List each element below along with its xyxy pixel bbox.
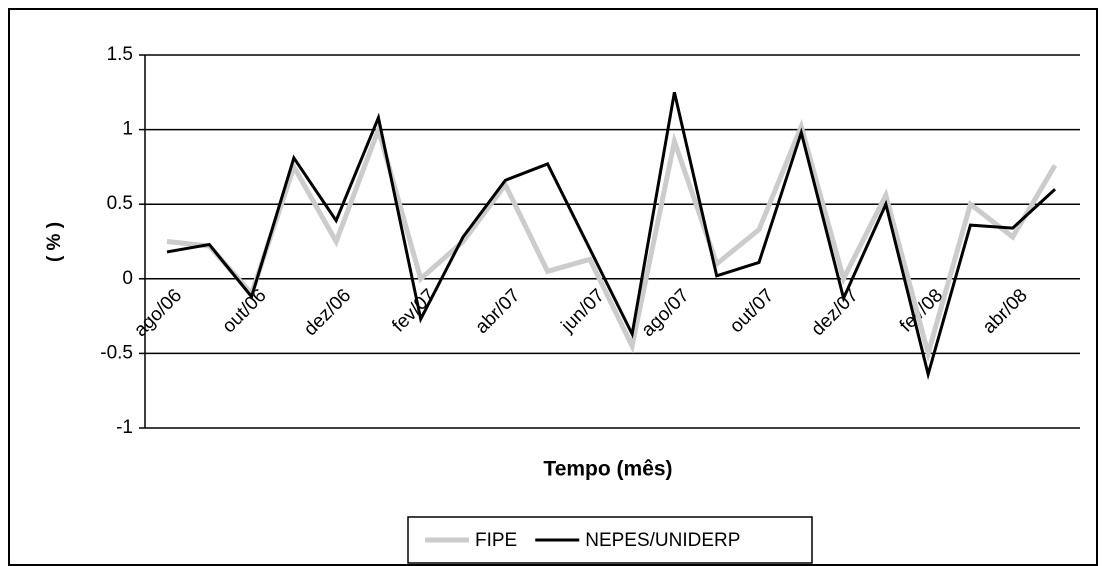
y-tick-label: 0.5	[107, 193, 133, 214]
x-tick-label: abr/07	[471, 285, 524, 338]
x-tick-label: ago/07	[638, 285, 694, 341]
y-tick-label: -0.5	[100, 342, 133, 363]
chart-border	[8, 8, 1098, 566]
x-tick-label: abr/08	[979, 285, 1032, 338]
y-axis-label: ( % )	[44, 222, 65, 262]
y-tick-label: 0	[122, 268, 133, 289]
legend-label: NEPES/UNIDERP	[585, 530, 740, 551]
legend-box	[407, 516, 813, 564]
y-tick-label: 1	[122, 119, 133, 140]
series-line	[166, 118, 1058, 363]
x-tick-label: out/06	[218, 285, 270, 337]
y-tick-label: 1.5	[107, 44, 133, 65]
x-tick-label: ago/06	[130, 285, 186, 341]
x-axis-label: Tempo (mês)	[543, 458, 672, 481]
y-tick-label: -1	[116, 417, 133, 438]
series-line	[166, 91, 1057, 381]
legend-label: FIPE	[475, 530, 517, 551]
x-tick-label: out/07	[726, 285, 778, 337]
x-tick-label: dez/06	[300, 285, 355, 340]
x-tick-label: dez/07	[807, 285, 862, 340]
x-tick-label: jun/07	[557, 285, 609, 337]
